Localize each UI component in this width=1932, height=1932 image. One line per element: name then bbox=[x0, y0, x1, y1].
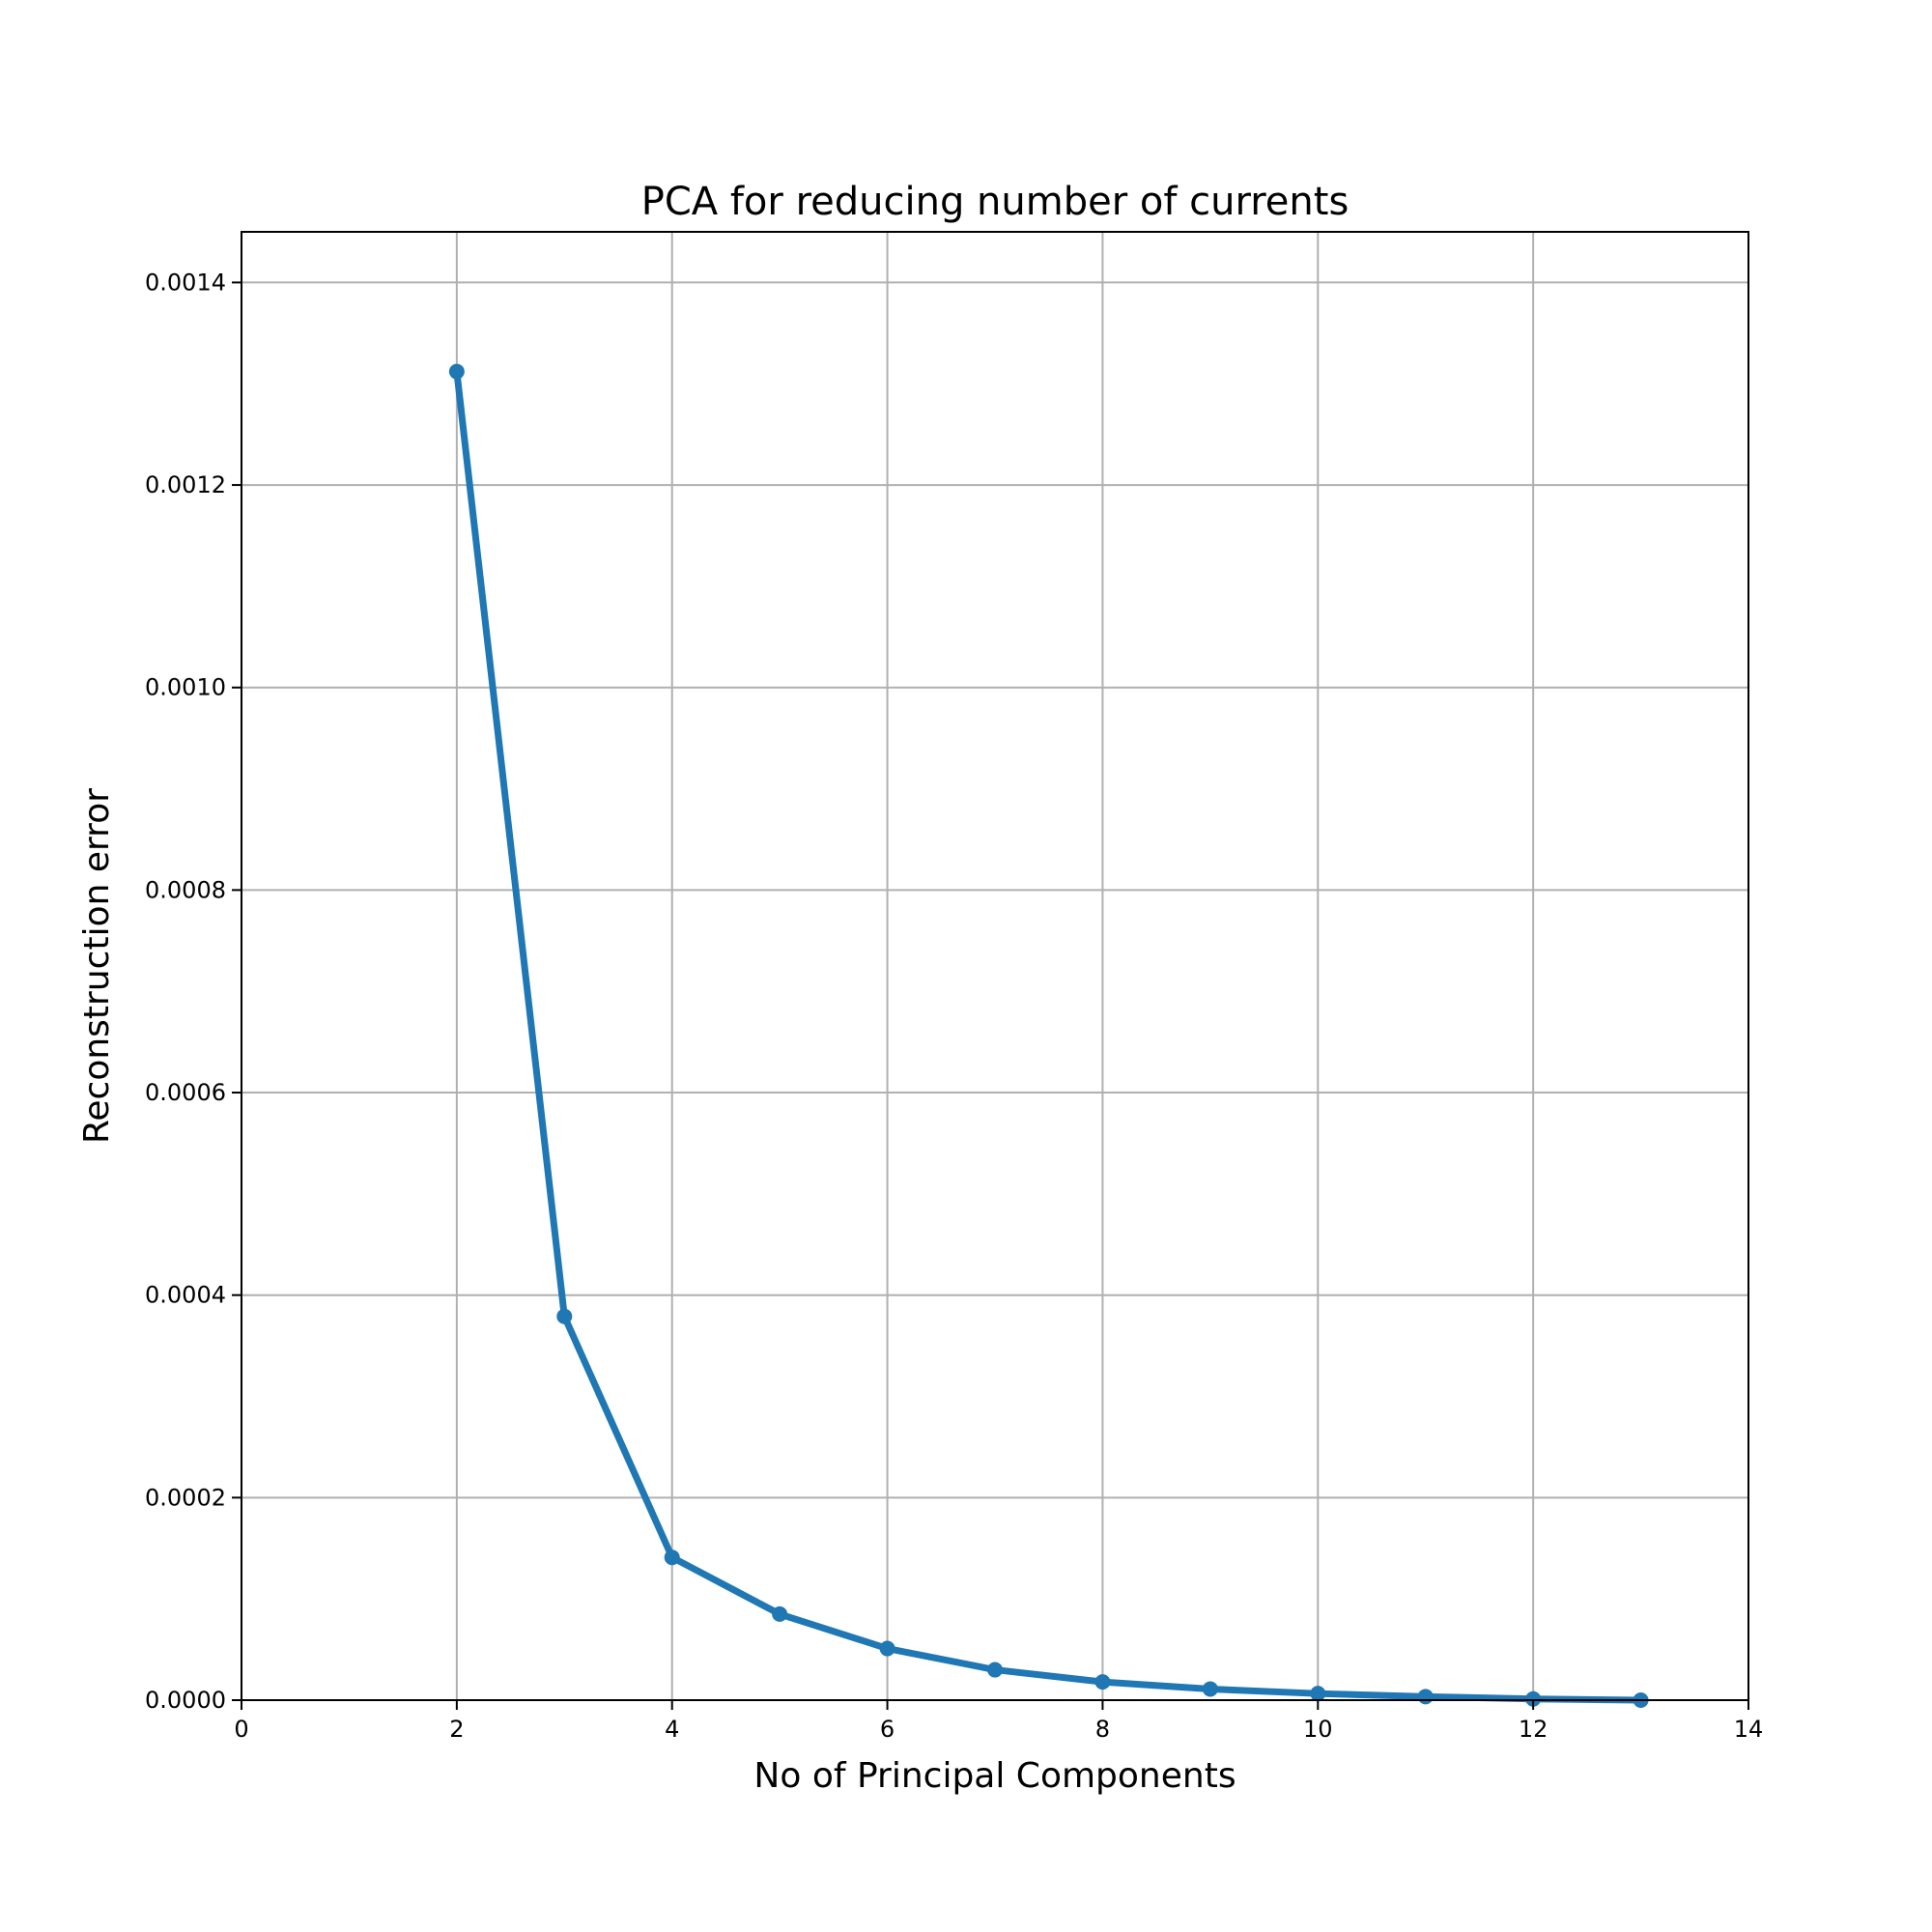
data-point bbox=[772, 1605, 788, 1622]
x-tick-label: 0 bbox=[234, 1716, 248, 1743]
x-tick-label: 14 bbox=[1734, 1716, 1764, 1743]
data-point bbox=[448, 363, 465, 380]
x-tick-label: 4 bbox=[665, 1716, 679, 1743]
x-tick-label: 2 bbox=[449, 1716, 464, 1743]
x-tick-label: 10 bbox=[1303, 1716, 1333, 1743]
y-tick-label: 0.0008 bbox=[145, 876, 226, 903]
data-point bbox=[1417, 1689, 1434, 1705]
x-tick-label: 12 bbox=[1519, 1716, 1548, 1743]
axes-frame bbox=[241, 231, 1749, 1701]
y-tick-label: 0.0002 bbox=[145, 1484, 226, 1511]
data-point bbox=[1525, 1690, 1542, 1707]
series-line bbox=[453, 368, 1645, 1704]
data-point bbox=[664, 1549, 680, 1566]
y-tick-label: 0.0010 bbox=[145, 674, 226, 701]
data-point bbox=[1310, 1686, 1326, 1702]
ticks: 0 2 4 6 8 10 12 14 0.0000 0.0002 0.0004 0.0006 0.000… bbox=[145, 269, 1763, 1743]
data-point bbox=[556, 1308, 573, 1324]
y-tick-label: 0.0000 bbox=[145, 1687, 226, 1714]
y-tick-label: 0.0014 bbox=[145, 269, 226, 296]
x-tick-label: 8 bbox=[1095, 1716, 1110, 1743]
y-tick-label: 0.0012 bbox=[145, 471, 226, 498]
data-point bbox=[879, 1640, 895, 1657]
data-point bbox=[1202, 1681, 1218, 1697]
x-tick-label: 6 bbox=[880, 1716, 895, 1743]
x-axis-label: No of Principal Components bbox=[753, 1756, 1236, 1796]
y-tick-label: 0.0004 bbox=[145, 1282, 226, 1309]
y-tick-label: 0.0006 bbox=[145, 1079, 226, 1106]
y-axis-label: Reconstruction error bbox=[77, 788, 117, 1144]
data-point bbox=[987, 1662, 1003, 1678]
chart-title: PCA for reducing number of currents bbox=[641, 180, 1350, 224]
data-point bbox=[1094, 1674, 1111, 1690]
